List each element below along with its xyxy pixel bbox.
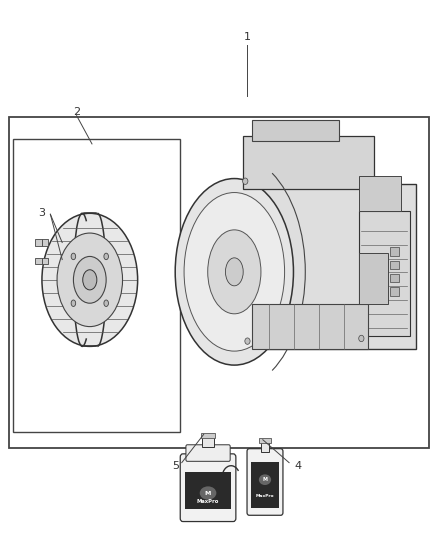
FancyBboxPatch shape — [247, 449, 283, 515]
Ellipse shape — [359, 335, 364, 342]
Ellipse shape — [83, 270, 97, 290]
Ellipse shape — [243, 178, 248, 184]
Ellipse shape — [175, 179, 293, 365]
Ellipse shape — [57, 233, 123, 327]
Text: M: M — [262, 477, 268, 482]
Bar — [390, 274, 399, 282]
Text: MaxPro: MaxPro — [256, 494, 274, 498]
Bar — [201, 433, 215, 438]
Ellipse shape — [104, 253, 109, 260]
Bar — [359, 211, 410, 336]
Ellipse shape — [200, 486, 216, 500]
Bar — [359, 253, 388, 304]
FancyBboxPatch shape — [186, 445, 230, 461]
Bar — [202, 437, 214, 448]
Bar — [35, 258, 42, 264]
Bar — [35, 239, 42, 246]
Text: 3: 3 — [38, 208, 45, 218]
Bar — [9, 117, 429, 448]
Bar — [390, 261, 399, 269]
Bar — [251, 462, 279, 508]
Ellipse shape — [104, 300, 109, 306]
Ellipse shape — [184, 192, 285, 351]
Bar — [232, 184, 416, 349]
Text: MaxPro: MaxPro — [197, 499, 219, 504]
Ellipse shape — [208, 230, 261, 314]
Bar — [252, 304, 368, 349]
Bar — [390, 287, 399, 296]
Bar — [13, 139, 180, 432]
Ellipse shape — [259, 474, 271, 485]
Ellipse shape — [245, 338, 250, 344]
Bar — [390, 247, 399, 256]
Ellipse shape — [42, 213, 138, 346]
Bar — [42, 239, 48, 246]
Text: 5: 5 — [172, 462, 179, 471]
Bar — [259, 438, 271, 443]
Bar — [42, 258, 48, 264]
Ellipse shape — [74, 256, 106, 303]
Bar — [359, 176, 401, 211]
Bar — [261, 442, 269, 453]
Ellipse shape — [71, 300, 76, 306]
Ellipse shape — [226, 258, 243, 286]
Text: 1: 1 — [244, 33, 251, 42]
Bar — [243, 136, 374, 189]
Text: 4: 4 — [294, 462, 301, 471]
Text: M: M — [205, 490, 211, 496]
Bar — [185, 472, 231, 509]
Ellipse shape — [71, 253, 76, 260]
Bar — [252, 120, 339, 141]
FancyBboxPatch shape — [180, 454, 236, 521]
Text: 2: 2 — [73, 107, 80, 117]
